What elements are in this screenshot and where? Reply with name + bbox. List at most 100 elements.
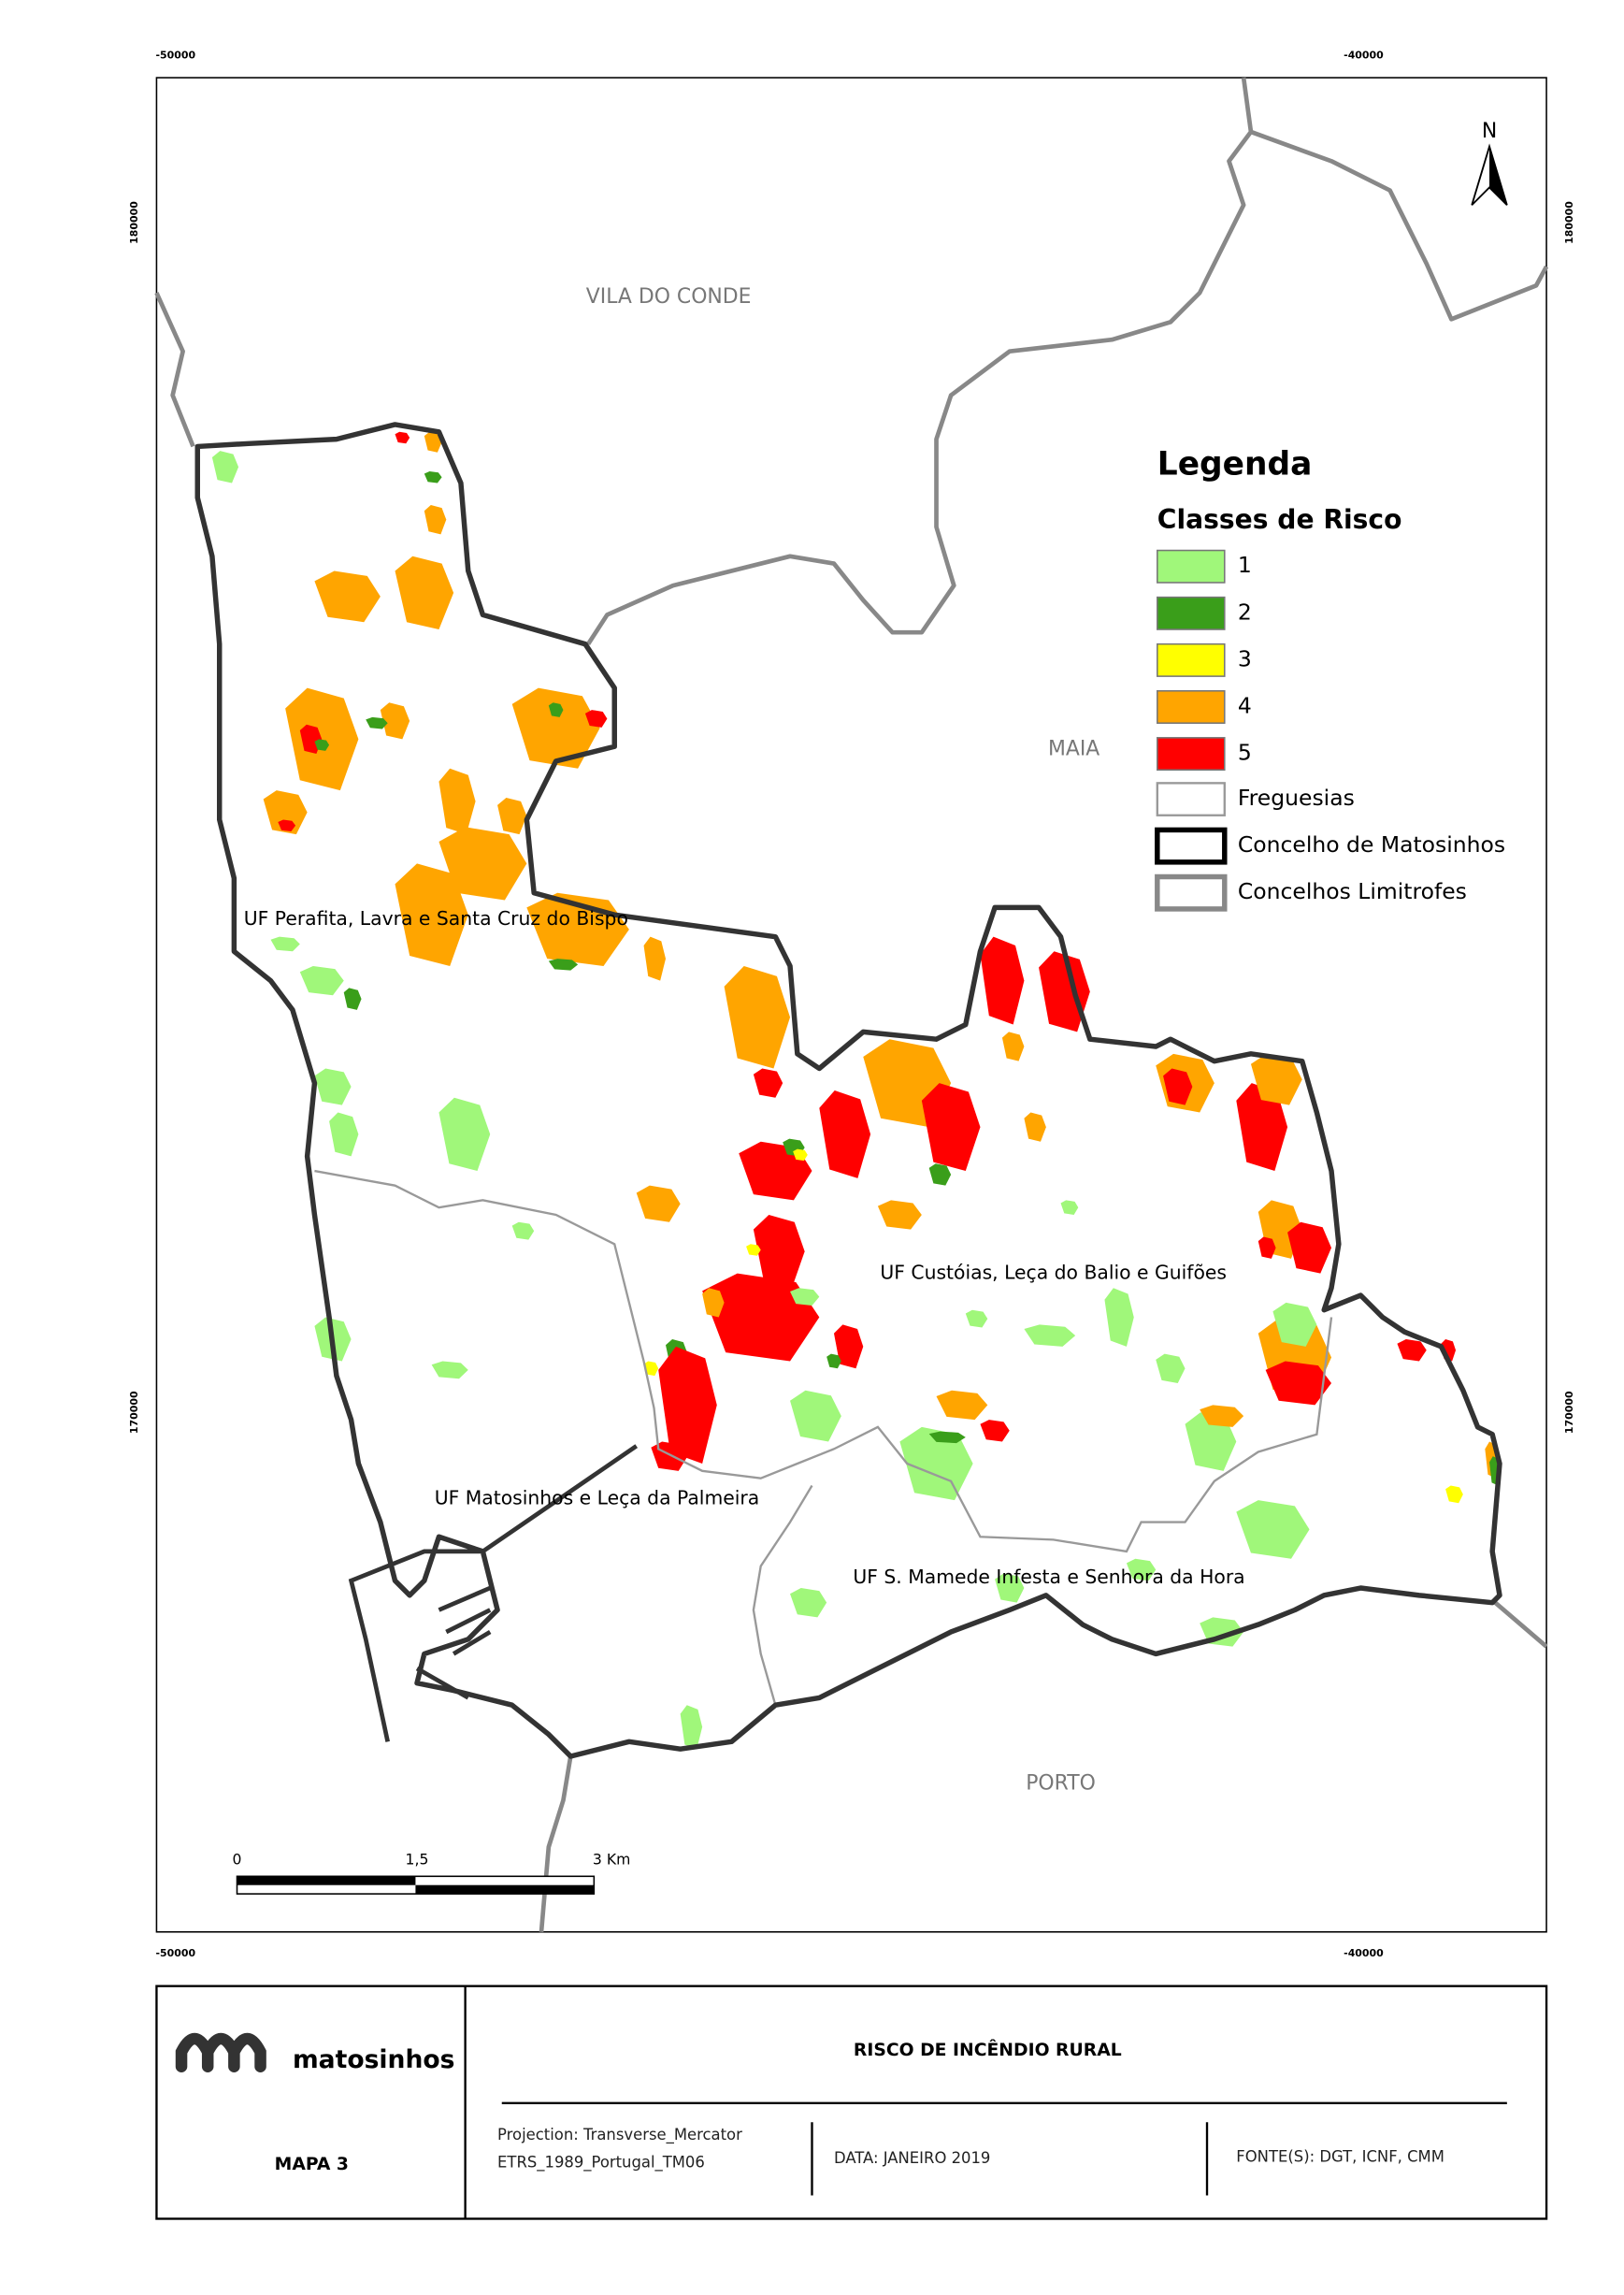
parish-label: UF Matosinhos e Leça da Palmeira xyxy=(435,1487,760,1509)
parish-label: UF Perafita, Lavra e Santa Cruz do Bispo xyxy=(244,907,628,930)
risk-patch xyxy=(980,1420,1010,1442)
risk-patch xyxy=(314,739,330,751)
risk-patch xyxy=(424,471,442,484)
legend-swatch xyxy=(1157,642,1226,677)
risk-patch xyxy=(511,1221,535,1240)
risk-patch xyxy=(1126,1558,1157,1581)
risk-patch xyxy=(299,965,344,996)
risk-patch xyxy=(497,797,527,835)
risk-patch xyxy=(928,1163,952,1186)
risk-patch xyxy=(380,702,410,740)
risk-patch xyxy=(1258,1236,1276,1259)
risk-patch xyxy=(438,768,476,835)
risk-patch xyxy=(826,1353,841,1369)
projection: ETRS_1989_Portugal_TM06 xyxy=(497,2154,705,2172)
parish-line xyxy=(314,1169,1333,1553)
municipality-boundary xyxy=(194,422,1502,1759)
north-label: N xyxy=(1482,120,1497,143)
risk-patch xyxy=(790,1288,820,1306)
risk-patch xyxy=(921,1083,981,1172)
scale-label: 1,5 xyxy=(406,1851,429,1869)
port xyxy=(348,1444,639,1742)
coord-label: 180000 xyxy=(1563,201,1575,244)
risk-patch xyxy=(270,936,300,952)
risk-patch xyxy=(1163,1068,1193,1105)
risk-patch xyxy=(1185,1412,1237,1471)
coord-label: -40000 xyxy=(1344,1947,1384,1959)
risk-patch xyxy=(658,1346,717,1465)
logo-text: matosinhos xyxy=(293,2045,455,2074)
sources: FONTE(S): DGT, ICNF, CMM xyxy=(1236,2147,1444,2165)
risk-patch xyxy=(584,710,608,728)
scale-segment xyxy=(415,1884,595,1895)
risk-patch xyxy=(438,827,527,901)
legend-label: 5 xyxy=(1238,740,1252,766)
risk-patch xyxy=(314,570,381,623)
legend: Legenda Classes de Risco Freguesias Conc… xyxy=(1155,445,1505,912)
risk-patch xyxy=(263,790,308,835)
risk-patch xyxy=(431,1361,468,1379)
risk-patch xyxy=(965,1309,988,1328)
risk-patch xyxy=(739,1141,812,1201)
risk-patch xyxy=(1287,1221,1332,1274)
map-frame xyxy=(155,77,1547,1933)
risk-patch xyxy=(1200,1405,1244,1427)
legend-label: 2 xyxy=(1238,599,1252,625)
map-title: RISCO DE INCÊNDIO RURAL xyxy=(854,2039,1122,2060)
risk-patch xyxy=(395,556,454,630)
scale-segment xyxy=(237,1876,416,1885)
scale-label: 0 xyxy=(233,1851,242,1869)
risk-patch xyxy=(1001,1032,1025,1061)
risk-patch xyxy=(995,1573,1025,1603)
risk-patch xyxy=(1024,1112,1046,1142)
boundary-line xyxy=(1493,1600,1548,1649)
legend-label: Freguesias xyxy=(1238,785,1355,811)
risk-patch xyxy=(1039,951,1090,1032)
risk-patch xyxy=(819,1090,871,1178)
date: DATA: JANEIRO 2019 xyxy=(834,2149,990,2167)
risk-patch xyxy=(790,1588,827,1618)
place-label: VILA DO CONDE xyxy=(586,285,752,309)
parish-boundaries xyxy=(314,1169,1333,1706)
risk-patch xyxy=(548,959,579,971)
coord-label: -40000 xyxy=(1344,50,1384,62)
projection: Projection: Transverse_Mercator xyxy=(497,2126,742,2144)
risk-patch xyxy=(1250,1053,1302,1105)
boundary-line xyxy=(154,292,195,448)
risk-patch xyxy=(643,1361,659,1377)
legend-label: 1 xyxy=(1238,552,1252,578)
risk-patch xyxy=(424,431,442,453)
risk-patch xyxy=(877,1200,922,1230)
risk-patch xyxy=(643,936,667,981)
coord-label: -50000 xyxy=(155,1947,195,1959)
place-label: MAIA xyxy=(1048,737,1099,760)
risk-patch xyxy=(680,1705,703,1750)
legend-swatch xyxy=(1157,689,1226,724)
risk-patch xyxy=(833,1324,864,1369)
map-number: MAPA 3 xyxy=(275,2155,349,2174)
boundary-line xyxy=(586,77,1254,645)
risk-patch xyxy=(716,1302,812,1354)
legend-title: Legenda xyxy=(1157,445,1313,483)
risk-patch xyxy=(1060,1200,1079,1215)
risk-patch xyxy=(1272,1302,1317,1347)
legend-swatch xyxy=(1155,873,1228,912)
risk-patch xyxy=(1236,1083,1288,1172)
risk-patch xyxy=(753,1214,805,1289)
legend-swatch xyxy=(1157,596,1226,630)
legend-label: Concelhos Limitrofes xyxy=(1238,878,1467,904)
risk-patch xyxy=(753,1068,783,1098)
risk-patch xyxy=(1445,1485,1463,1504)
risk-patch xyxy=(980,936,1025,1025)
risk-patch xyxy=(790,1390,841,1442)
legend-label: Concelho de Matosinhos xyxy=(1238,831,1505,858)
risk-patch xyxy=(928,1431,966,1444)
risk-patch xyxy=(702,1288,725,1318)
risk-patch xyxy=(438,1097,491,1172)
risk-patch xyxy=(424,505,447,535)
parish-line xyxy=(752,1484,813,1706)
risk-patch xyxy=(1024,1324,1076,1347)
scale-label: 3 Km xyxy=(593,1851,630,1869)
coord-label: 170000 xyxy=(128,1391,140,1434)
risk-patch xyxy=(548,702,564,717)
